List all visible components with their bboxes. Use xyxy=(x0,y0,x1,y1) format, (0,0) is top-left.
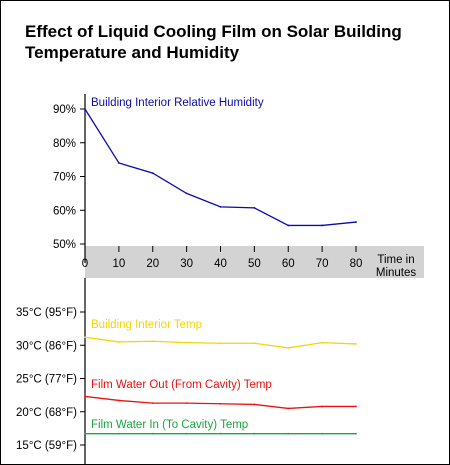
series-interior-temp-point xyxy=(287,347,290,349)
series-water-out-temp-point xyxy=(117,399,120,402)
series-water-in-temp-label: Film Water In (To Cavity) Temp xyxy=(91,419,248,431)
x-tick-label: 70 xyxy=(316,258,329,270)
data-point-humidity xyxy=(321,224,324,227)
series-interior-temp-point xyxy=(355,343,357,345)
x-tick-label: 40 xyxy=(214,258,227,270)
series-interior-temp-point xyxy=(151,340,154,343)
series-interior-temp-point xyxy=(185,341,188,344)
x-tick-label: 50 xyxy=(248,258,261,270)
x-axis-label-line1: Time in xyxy=(377,254,414,266)
series-water-out-temp-point xyxy=(84,395,86,398)
series-interior-temp-point xyxy=(321,341,324,344)
top-y-tick-label: 80% xyxy=(53,138,76,150)
data-point-humidity xyxy=(287,224,290,227)
series-line-humidity xyxy=(84,108,357,227)
data-point-humidity xyxy=(117,162,120,164)
x-axis-label-line2: Minutes xyxy=(376,267,417,279)
series-water-out-temp-point xyxy=(355,405,357,408)
top-y-tick-label: 90% xyxy=(53,104,76,116)
series-water-out-temp-point xyxy=(253,403,256,406)
data-point-humidity xyxy=(185,192,188,195)
series-interior-temp-point xyxy=(219,342,222,345)
series-water-in-temp-point xyxy=(219,432,222,435)
x-tick-label: 10 xyxy=(112,258,125,270)
chart-title: Effect of Liquid Cooling Film on Solar B… xyxy=(25,21,435,63)
series-water-out-temp-point xyxy=(321,405,324,408)
series-label-humidity: Building Interior Relative Humidity xyxy=(91,97,264,109)
bottom-y-tick-label: 25°C (77°F) xyxy=(16,374,77,386)
x-tick-label: 30 xyxy=(180,258,193,270)
top-y-tick-label: 70% xyxy=(53,172,76,184)
series-water-out-temp-line xyxy=(84,395,356,410)
series-interior-temp-label: Building Interior Temp xyxy=(91,319,202,331)
data-point-humidity xyxy=(355,221,357,223)
series-water-out-temp-label: Film Water Out (From Cavity) Temp xyxy=(91,379,272,391)
series-water-out-temp-point xyxy=(287,407,290,410)
series-water-in-temp-point xyxy=(321,432,324,435)
series-water-in-temp-point xyxy=(253,432,256,435)
x-tick-label: 80 xyxy=(350,258,363,270)
series-water-in-temp-point xyxy=(117,432,120,435)
series-water-out-temp-point xyxy=(151,402,154,405)
data-point-humidity xyxy=(151,172,154,175)
series-water-in-temp-point xyxy=(151,432,154,435)
series-water-in-temp-point xyxy=(287,432,290,435)
x-tick-label: 20 xyxy=(146,258,159,270)
series-water-in-temp-point xyxy=(185,432,188,435)
data-point-humidity xyxy=(219,205,222,208)
series-water-out-temp-point xyxy=(185,402,188,405)
chart-title-line1: Effect of Liquid Cooling Film on Solar B… xyxy=(25,22,402,41)
series-interior-temp-point xyxy=(117,341,120,343)
data-point-humidity xyxy=(84,108,86,110)
data-point-humidity xyxy=(253,206,256,209)
top-y-tick-label: 60% xyxy=(53,205,76,217)
series-water-in-temp-point xyxy=(84,432,86,435)
series-water-out-temp-point xyxy=(219,402,222,405)
series-water-in-temp-point xyxy=(355,432,357,435)
bottom-y-tick-label: 20°C (68°F) xyxy=(16,407,77,419)
bottom-y-tick-label: 35°C (95°F) xyxy=(16,307,77,319)
series-interior-temp-point xyxy=(84,336,86,339)
x-tick-label: 60 xyxy=(282,258,295,270)
series-interior-temp-point xyxy=(253,342,256,345)
chart-title-line2: Temperature and Humidity xyxy=(25,43,240,62)
bottom-y-tick-label: 30°C (86°F) xyxy=(16,340,77,352)
top-y-tick-label: 50% xyxy=(53,239,76,251)
bottom-y-tick-label: 15°C (59°F) xyxy=(16,440,77,452)
x-tick-label: 0 xyxy=(82,258,88,270)
